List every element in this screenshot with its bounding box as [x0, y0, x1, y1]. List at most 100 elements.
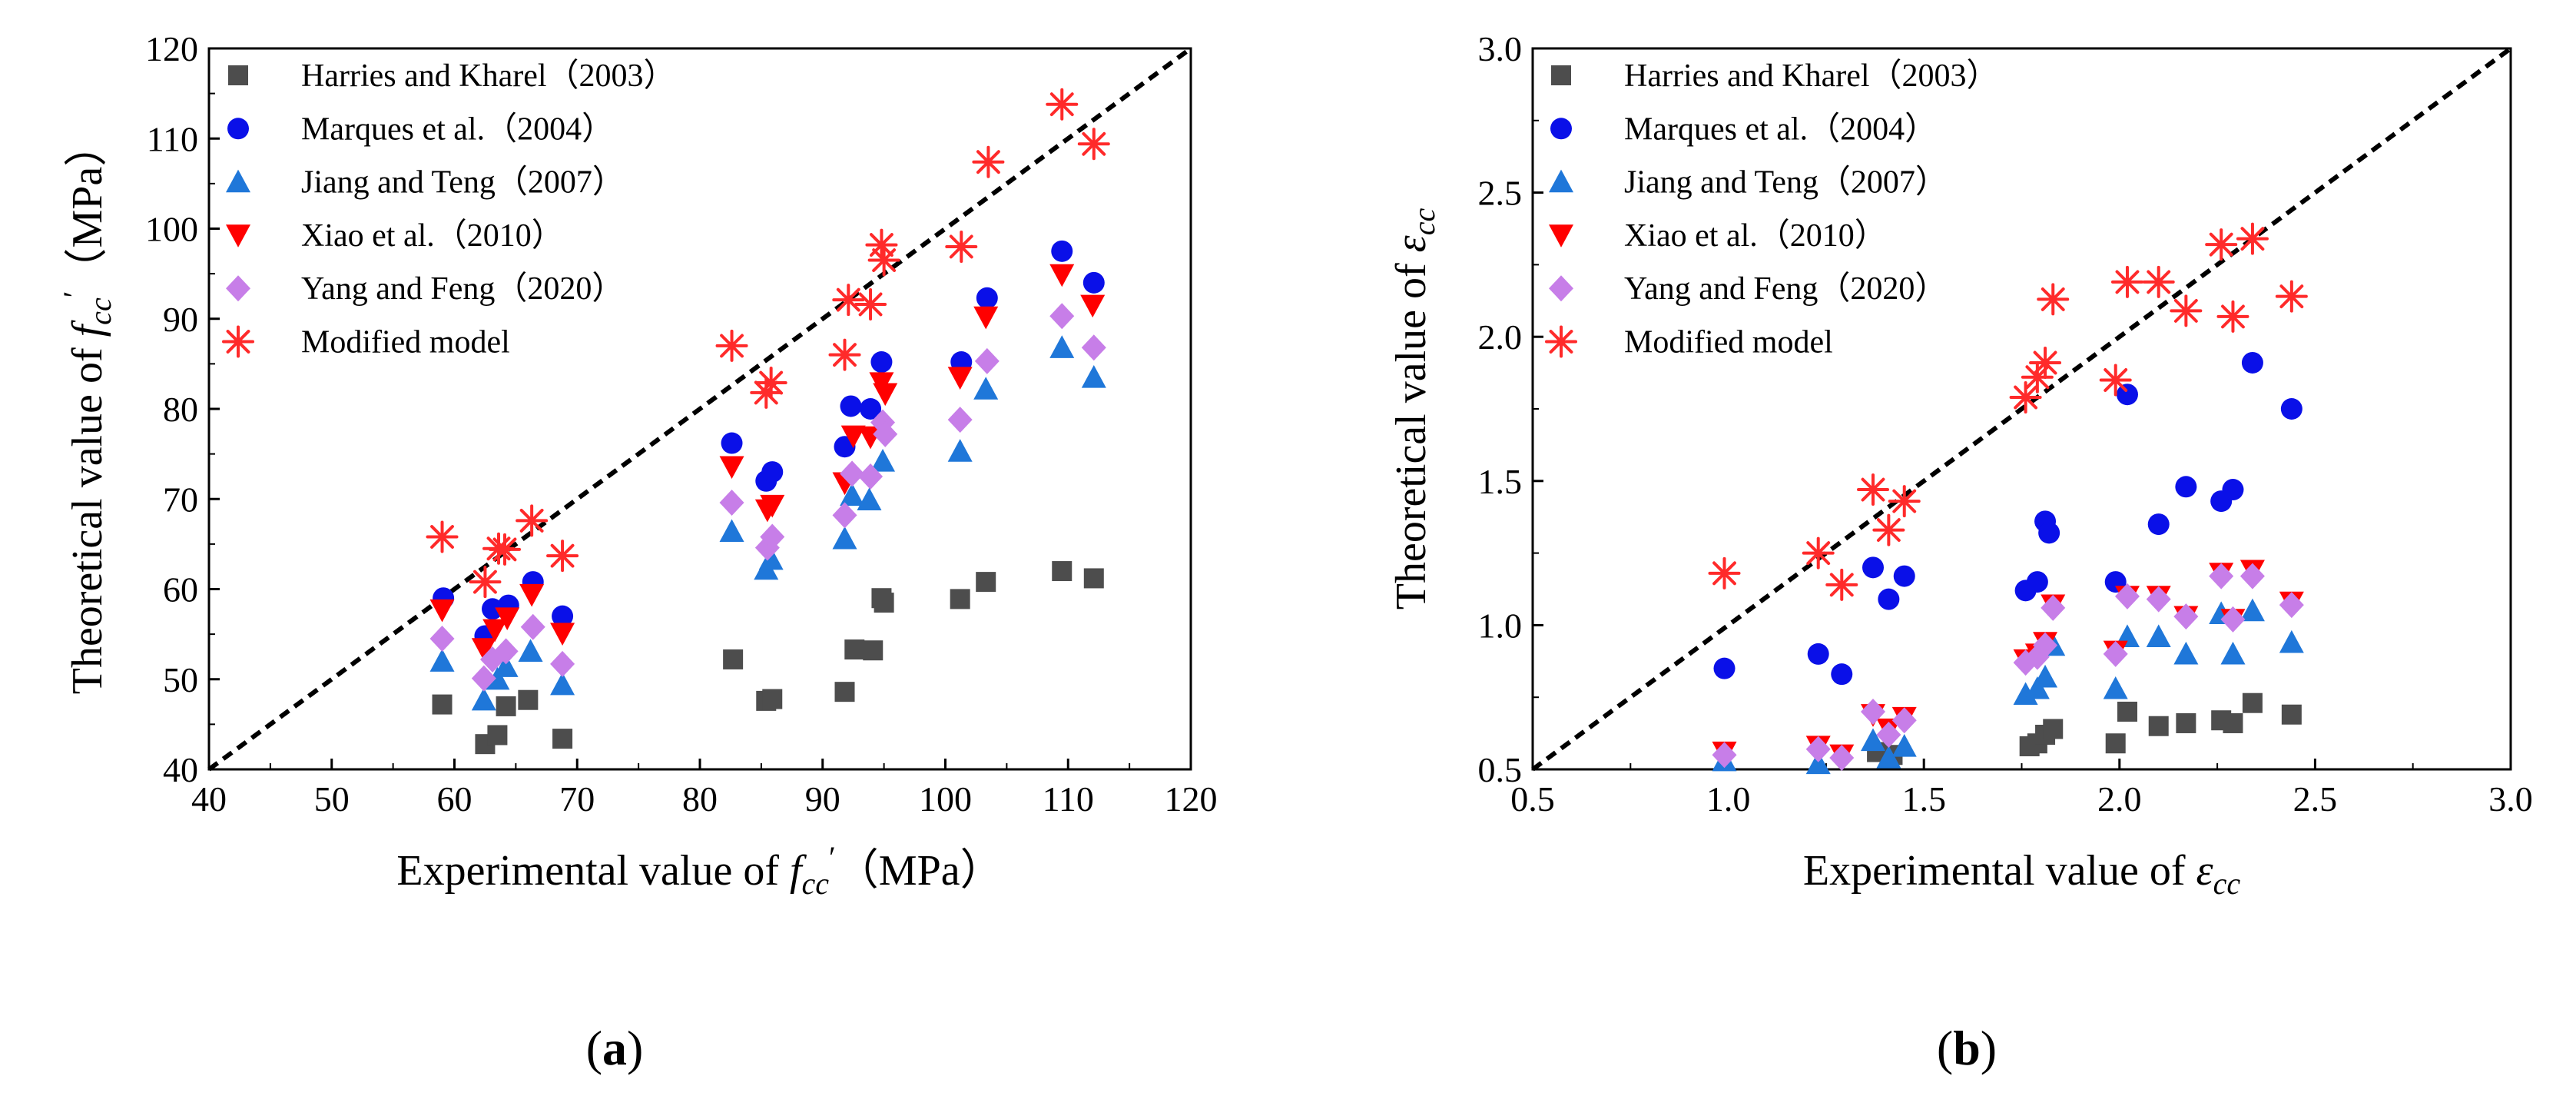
series-circle: [1713, 351, 2302, 686]
data-point: [947, 367, 973, 390]
data-point: [2099, 364, 2132, 397]
panel-label: (b): [1937, 1021, 1997, 1075]
data-point: [485, 666, 510, 690]
data-point: [2222, 479, 2244, 501]
y-tick-label: 110: [147, 119, 198, 158]
data-point: [870, 351, 893, 374]
series-square: [1867, 692, 2302, 766]
data-point: [2281, 704, 2302, 725]
data-point: [2116, 384, 2138, 406]
data-point: [1878, 588, 1900, 610]
data-point: [2279, 629, 2304, 653]
legend-marker: [1545, 325, 1577, 358]
data-point: [546, 540, 579, 573]
series-triangle-down: [429, 264, 1106, 661]
data-point: [950, 589, 970, 609]
x-axis-title: Experimental value of εcc: [1803, 847, 2240, 901]
data-point: [2173, 641, 2199, 665]
data-point: [2110, 265, 2143, 298]
data-point: [860, 398, 882, 420]
x-tick-label: 90: [805, 779, 840, 819]
data-point: [2103, 676, 2128, 699]
x-tick-label: 70: [559, 779, 595, 819]
data-point: [834, 682, 855, 702]
data-point: [516, 504, 549, 537]
data-point: [1802, 536, 1835, 570]
data-point: [518, 689, 539, 710]
data-point: [2033, 632, 2058, 659]
data-point: [550, 623, 575, 646]
data-point: [832, 284, 865, 317]
data-point: [550, 650, 575, 677]
data-point: [870, 449, 896, 472]
series-diamond: [1712, 563, 2304, 771]
x-tick-label: 3.0: [2488, 779, 2533, 819]
data-point: [857, 487, 882, 511]
data-point: [488, 533, 521, 566]
x-tick-label: 60: [437, 779, 472, 819]
y-axis-title: Theoretical value of fcc′（MPa）: [57, 124, 118, 695]
data-point: [1888, 485, 1921, 518]
data-point: [873, 383, 898, 407]
data-point: [429, 625, 455, 652]
x-tick-label: 120: [1165, 779, 1218, 819]
legend-marker: [226, 169, 250, 193]
legend-label: Jiang and Teng（2007）: [301, 165, 625, 201]
data-point: [2026, 571, 2048, 593]
legend-marker: [228, 65, 248, 85]
data-point: [2029, 346, 2062, 379]
data-point: [2105, 733, 2126, 754]
y-tick-label: 0.5: [1478, 750, 1523, 789]
data-point: [471, 665, 496, 692]
data-point: [2147, 513, 2170, 536]
y-tick-label: 90: [163, 300, 198, 339]
data-point: [2146, 624, 2171, 648]
y-tick-label: 120: [145, 29, 198, 68]
data-point: [2173, 603, 2199, 630]
data-point: [519, 583, 545, 607]
legend-label: Marques et al.（2004）: [1624, 111, 1937, 147]
data-point: [1807, 643, 1829, 665]
data-point: [1081, 364, 1106, 388]
legend-marker: [1549, 275, 1573, 302]
y-tick-label: 100: [145, 210, 198, 249]
legend: Harries and Kharel（2003） Marques et al.（2…: [1545, 58, 1999, 360]
x-tick-label: 40: [191, 779, 227, 819]
data-point: [844, 639, 865, 660]
data-point: [1708, 556, 1741, 590]
data-point: [723, 649, 744, 669]
data-point: [1712, 742, 1737, 769]
data-point: [828, 338, 861, 371]
data-point: [552, 605, 574, 627]
data-point: [2220, 606, 2246, 633]
legend-label: Jiang and Teng（2007）: [1624, 165, 1948, 201]
data-point: [2117, 701, 2137, 722]
data-point: [482, 619, 508, 643]
data-point: [721, 432, 743, 454]
y-tick-label: 50: [163, 660, 198, 699]
panel-label: (a): [586, 1021, 644, 1075]
y-tick-label: 2.5: [1478, 174, 1523, 213]
data-point: [1713, 657, 1736, 679]
data-point: [2170, 294, 2203, 327]
y-tick-label: 70: [163, 480, 198, 519]
data-point: [2175, 476, 2197, 498]
data-point: [858, 463, 884, 490]
data-point: [1891, 733, 1917, 757]
legend-label: Modified model: [301, 325, 510, 360]
data-point: [2041, 594, 2066, 621]
y-axis-title: Theoretical value of εcc: [1387, 208, 1441, 610]
series-triangle-up: [1712, 598, 2304, 775]
x-axis-title: Experimental value of fcc′（MPa）: [396, 840, 1003, 901]
data-point: [974, 347, 1000, 374]
data-point: [2024, 676, 2050, 699]
legend-label: Marques et al.（2004）: [301, 111, 614, 147]
data-point: [1831, 663, 1853, 686]
legend-marker: [227, 118, 249, 140]
data-point: [1077, 128, 1110, 161]
data-point: [973, 306, 999, 330]
data-point: [865, 228, 898, 261]
data-point: [2236, 222, 2269, 255]
y-tick-label: 80: [163, 390, 198, 429]
data-point: [867, 244, 900, 277]
